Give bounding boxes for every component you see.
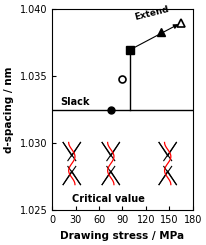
X-axis label: Drawing stress / MPa: Drawing stress / MPa — [60, 231, 185, 241]
Text: Critical value: Critical value — [72, 194, 145, 204]
Text: Slack: Slack — [60, 97, 90, 107]
Text: Extend: Extend — [134, 5, 170, 22]
Y-axis label: d-spacing / nm: d-spacing / nm — [4, 67, 14, 153]
